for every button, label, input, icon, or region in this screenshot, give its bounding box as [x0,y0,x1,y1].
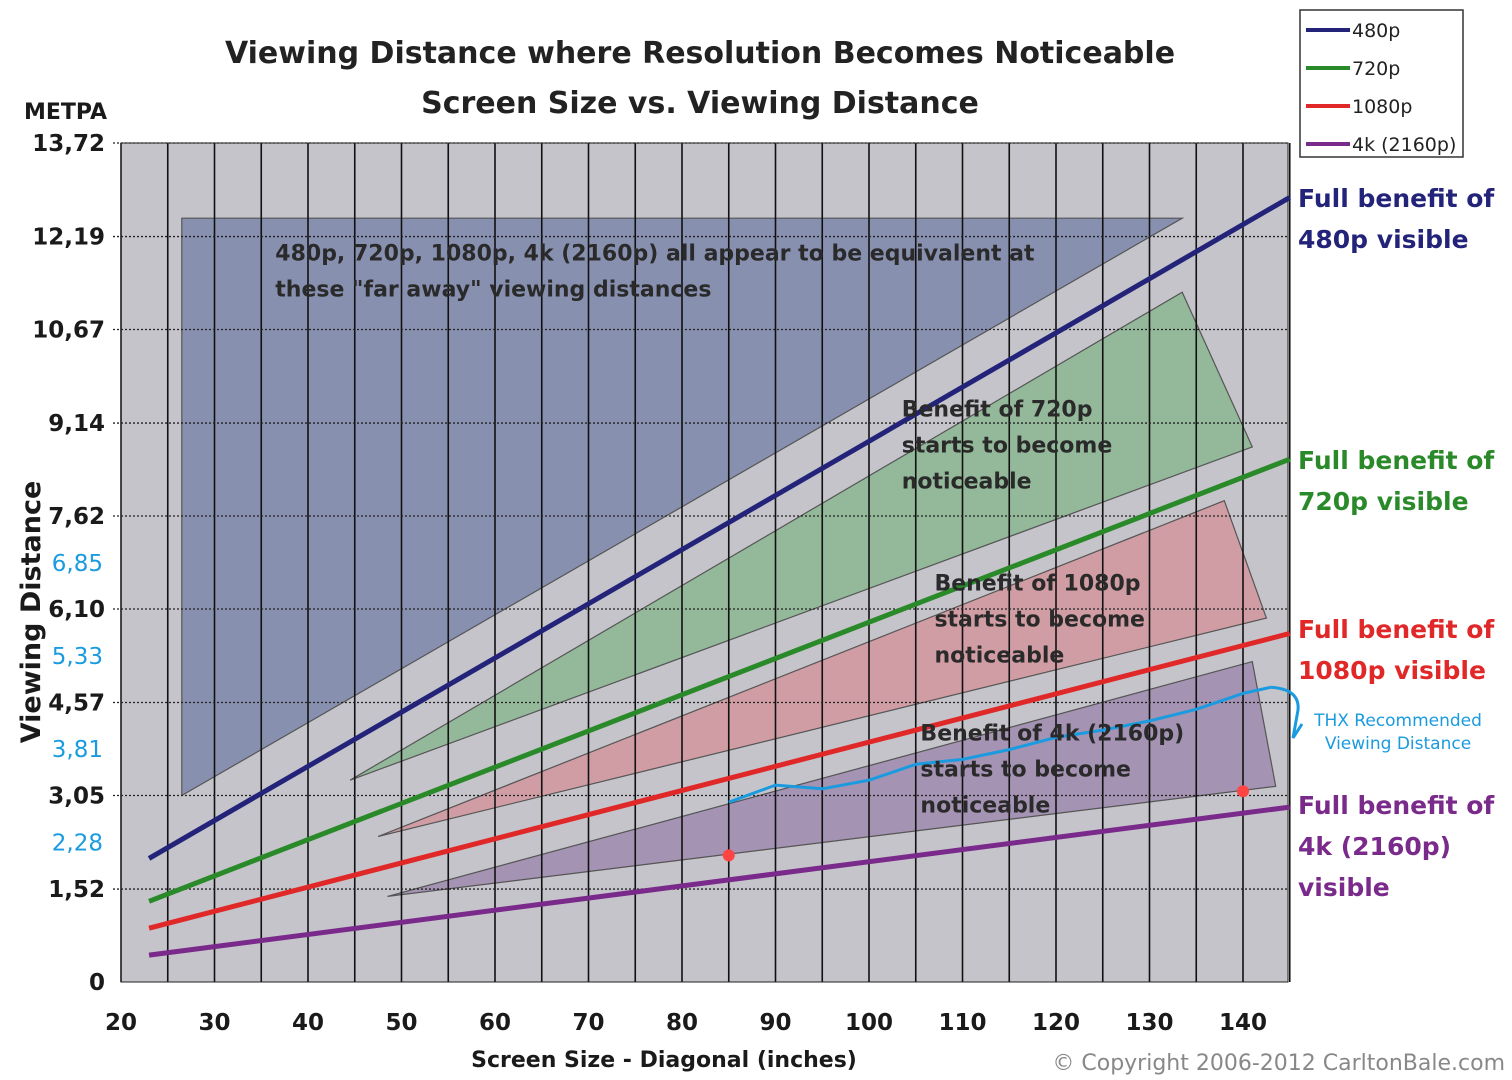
y-tick-label-extra: 6,85 [52,551,103,577]
y-tick-label: 0 [89,970,105,996]
y-tick-label: 10,67 [32,318,105,344]
x-tick-label: 60 [479,1010,511,1036]
y-tick-label-extra: 3,81 [52,737,103,763]
chart-title-line-1: Viewing Distance where Resolution Become… [225,36,1175,71]
region-3 [387,660,1277,897]
series-line-720p [148,456,1291,904]
series-end-label-720p: Full benefit of [1298,446,1495,475]
x-tick-label: 130 [1125,1010,1173,1036]
marker-0 [722,849,735,862]
x-axis-label: Screen Size - Diagonal (inches) [471,1048,857,1073]
y-tick-label: 4,57 [48,691,105,717]
y-tick-label: 3,05 [48,783,105,809]
thx-curve [728,685,1272,804]
x-tick-label: 100 [845,1010,893,1036]
x-tick-label: 30 [198,1010,230,1036]
legend-label-480p: 480p [1352,20,1400,42]
region-label-1: starts to become [902,433,1113,458]
y-tick-label-extra: 5,33 [52,644,103,670]
region-label-2: Benefit of 1080p [934,572,1140,597]
region-label-3: Benefit of 4k (2160p) [920,721,1184,746]
x-tick-label: 110 [938,1010,986,1036]
chart-title-line-2: Screen Size vs. Viewing Distance [421,86,979,121]
series-end-label-1080p: Full benefit of [1298,615,1495,644]
region-label-3: noticeable [920,793,1050,818]
marker-1 [1237,785,1249,798]
series-end-label-480p: 480p visible [1298,225,1469,254]
legend-label-4k (2160p): 4k (2160p) [1352,134,1456,156]
series-line-4k (2160p) [148,804,1291,958]
x-tick-label: 20 [105,1010,137,1036]
series-end-label-480p: Full benefit of [1298,184,1495,213]
region-label-2: starts to become [934,608,1145,633]
plot-frame [120,142,1289,983]
legend-box [1299,9,1464,158]
series-line-480p [147,195,1292,861]
thx-label-line-1: THX Recommended [1313,711,1482,731]
series-line-1080p [148,631,1291,931]
region-label-1: Benefit of 720p [902,397,1093,422]
x-tick-label: 80 [666,1010,698,1036]
thx-bracket [1270,685,1304,739]
y-tick-label-extra: 2,28 [52,831,103,857]
x-tick-label: 120 [1032,1010,1080,1036]
y-unit-label: METPA [24,100,107,125]
y-tick-label: 6,10 [48,597,105,623]
y-tick-label: 12,19 [32,225,105,251]
region-label-1: noticeable [902,469,1032,494]
x-tick-label: 40 [292,1010,324,1036]
thx-label-line-2: Viewing Distance [1325,734,1471,754]
y-tick-label: 7,62 [48,504,105,530]
y-tick-label: 13,72 [32,131,105,157]
x-tick-label: 140 [1219,1010,1267,1036]
y-tick-label: 1,52 [48,877,105,903]
legend-label-720p: 720p [1352,58,1400,80]
region-1 [349,291,1254,781]
series-end-label-1080p: 1080p visible [1298,656,1486,685]
legend-label-1080p: 1080p [1352,96,1412,118]
x-tick-label: 90 [759,1010,791,1036]
y-tick-label: 9,14 [48,411,105,437]
x-tick-label: 70 [572,1010,604,1036]
region-label-0: these "far away" viewing distances [275,277,711,302]
series-end-label-4k (2160p): visible [1298,873,1390,902]
y-axis-label: Viewing Distance [16,481,47,744]
series-end-label-4k (2160p): 4k (2160p) [1298,832,1451,861]
legend: 480p 720p 1080p 4k (2160p) [1299,9,1464,158]
region-label-2: noticeable [934,644,1064,669]
series-end-label-4k (2160p): Full benefit of [1298,791,1495,820]
series-end-label-720p: 720p visible [1298,487,1469,516]
region-label-3: starts to become [920,757,1131,782]
region-label-0: 480p, 720p, 1080p, 4k (2160p) all appear… [275,241,1035,266]
x-tick-label: 50 [385,1010,417,1036]
copyright-notice: © Copyright 2006-2012 CarltonBale.com [1052,1051,1505,1076]
